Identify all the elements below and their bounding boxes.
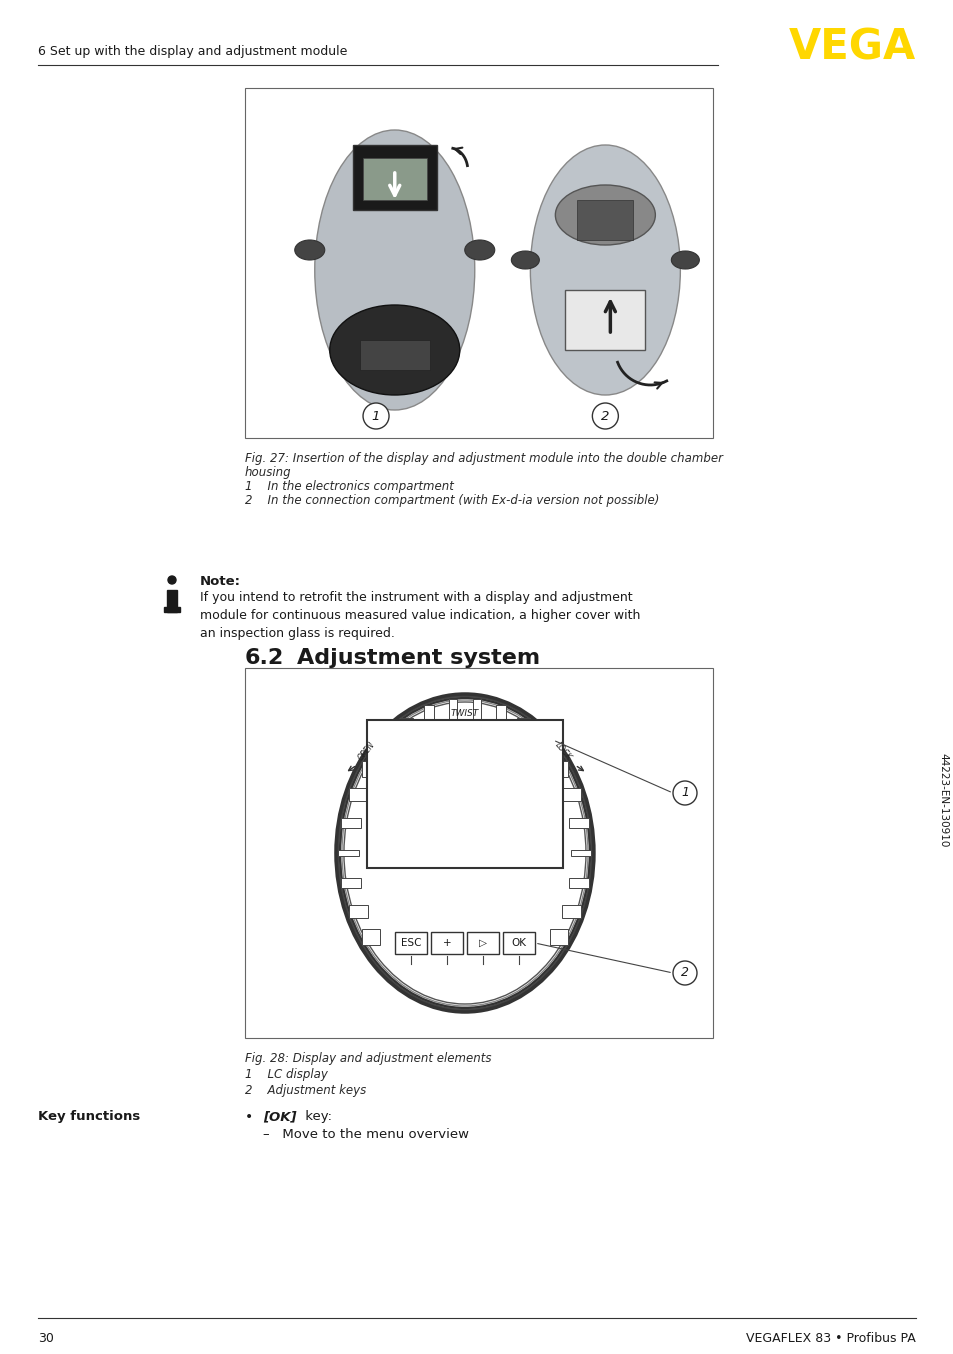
- FancyBboxPatch shape: [245, 88, 712, 437]
- Text: 2: 2: [600, 409, 609, 422]
- Text: 1    LC display: 1 LC display: [245, 1068, 328, 1080]
- Text: Adjustment system: Adjustment system: [296, 649, 539, 668]
- FancyBboxPatch shape: [568, 818, 588, 829]
- Text: Key functions: Key functions: [38, 1110, 140, 1122]
- FancyBboxPatch shape: [502, 932, 535, 955]
- FancyBboxPatch shape: [338, 850, 358, 856]
- Text: 2    Adjustment keys: 2 Adjustment keys: [245, 1085, 366, 1097]
- Text: TWIST: TWIST: [451, 708, 478, 718]
- Circle shape: [672, 781, 697, 806]
- Text: 44223-EN-130910: 44223-EN-130910: [937, 753, 947, 848]
- FancyBboxPatch shape: [568, 877, 588, 888]
- Text: Note:: Note:: [200, 575, 241, 588]
- Ellipse shape: [511, 250, 538, 269]
- Text: VEGAFLEX 83 • Profibus PA: VEGAFLEX 83 • Profibus PA: [745, 1332, 915, 1345]
- Text: OK: OK: [511, 938, 526, 948]
- Text: LOCK: LOCK: [553, 741, 573, 762]
- Text: 6.2: 6.2: [245, 649, 284, 668]
- FancyBboxPatch shape: [496, 705, 506, 728]
- Circle shape: [672, 961, 697, 984]
- FancyBboxPatch shape: [449, 699, 456, 722]
- FancyBboxPatch shape: [379, 737, 395, 756]
- Ellipse shape: [464, 240, 495, 260]
- Text: housing: housing: [245, 466, 292, 479]
- Text: 1: 1: [680, 787, 688, 799]
- FancyBboxPatch shape: [577, 200, 633, 240]
- Ellipse shape: [294, 240, 324, 260]
- Text: Fig. 27: Insertion of the display and adjustment module into the double chamber: Fig. 27: Insertion of the display and ad…: [245, 452, 722, 464]
- Text: 2    In the connection compartment (with Ex-d-ia version not possible): 2 In the connection compartment (with Ex…: [245, 494, 659, 506]
- Circle shape: [592, 403, 618, 429]
- Ellipse shape: [555, 185, 655, 245]
- Text: +: +: [442, 938, 451, 948]
- FancyBboxPatch shape: [367, 720, 562, 868]
- FancyBboxPatch shape: [362, 761, 379, 777]
- Text: 1: 1: [372, 409, 380, 422]
- Text: If you intend to retrofit the instrument with a display and adjustment
module fo: If you intend to retrofit the instrument…: [200, 590, 639, 640]
- FancyBboxPatch shape: [571, 850, 591, 856]
- FancyBboxPatch shape: [164, 607, 180, 612]
- Text: –   Move to the menu overview: – Move to the menu overview: [263, 1128, 469, 1141]
- Text: OPEN: OPEN: [356, 741, 376, 762]
- FancyBboxPatch shape: [362, 929, 379, 945]
- Text: 1    In the electronics compartment: 1 In the electronics compartment: [245, 481, 454, 493]
- Ellipse shape: [341, 700, 587, 1006]
- FancyBboxPatch shape: [561, 788, 580, 802]
- Text: ESC: ESC: [400, 938, 421, 948]
- FancyBboxPatch shape: [473, 699, 480, 722]
- FancyBboxPatch shape: [561, 904, 580, 918]
- Circle shape: [168, 575, 175, 584]
- FancyBboxPatch shape: [431, 932, 462, 955]
- Text: VEGA: VEGA: [788, 27, 915, 69]
- Text: •: •: [245, 1110, 253, 1124]
- Text: 2: 2: [680, 967, 688, 979]
- FancyBboxPatch shape: [362, 158, 426, 200]
- FancyBboxPatch shape: [535, 737, 550, 756]
- FancyBboxPatch shape: [423, 705, 434, 728]
- Circle shape: [363, 403, 389, 429]
- Text: Fig. 28: Display and adjustment elements: Fig. 28: Display and adjustment elements: [245, 1052, 491, 1066]
- Ellipse shape: [671, 250, 699, 269]
- FancyBboxPatch shape: [400, 719, 413, 739]
- FancyBboxPatch shape: [395, 932, 427, 955]
- Text: key:: key:: [301, 1110, 332, 1122]
- FancyBboxPatch shape: [349, 904, 368, 918]
- FancyBboxPatch shape: [245, 668, 712, 1039]
- FancyBboxPatch shape: [550, 761, 567, 777]
- Ellipse shape: [330, 305, 459, 395]
- FancyBboxPatch shape: [565, 290, 644, 349]
- FancyBboxPatch shape: [550, 929, 567, 945]
- FancyBboxPatch shape: [167, 590, 177, 612]
- Ellipse shape: [314, 130, 475, 410]
- FancyBboxPatch shape: [341, 818, 361, 829]
- Text: 30: 30: [38, 1332, 53, 1345]
- FancyBboxPatch shape: [516, 719, 529, 739]
- Text: ▷: ▷: [478, 938, 486, 948]
- Text: 6 Set up with the display and adjustment module: 6 Set up with the display and adjustment…: [38, 46, 347, 58]
- FancyBboxPatch shape: [341, 877, 361, 888]
- Ellipse shape: [530, 145, 679, 395]
- FancyBboxPatch shape: [359, 340, 429, 370]
- Text: [OK]: [OK]: [263, 1110, 296, 1122]
- FancyBboxPatch shape: [353, 145, 436, 210]
- FancyBboxPatch shape: [349, 788, 368, 802]
- FancyBboxPatch shape: [466, 932, 498, 955]
